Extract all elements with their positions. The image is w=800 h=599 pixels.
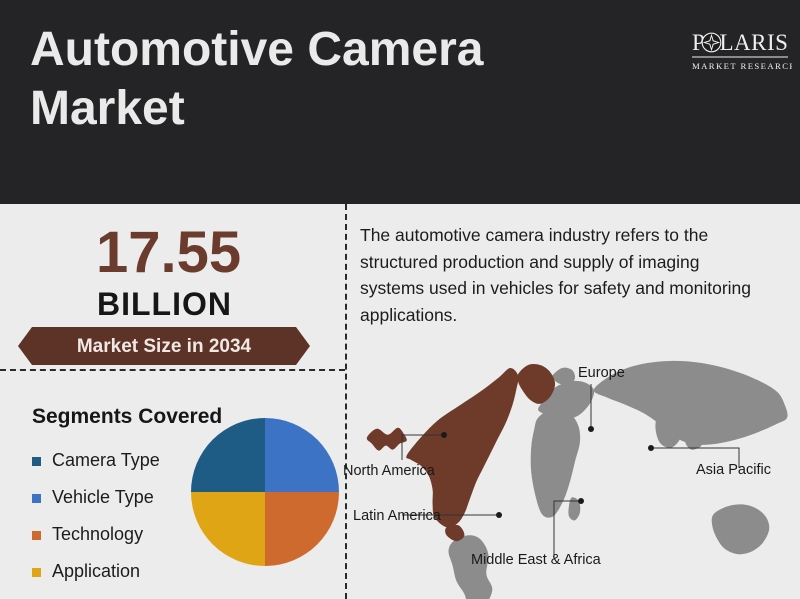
svg-text:Asia Pacific: Asia Pacific xyxy=(696,462,771,478)
svg-text:North America: North America xyxy=(343,463,436,479)
svg-text:Europe: Europe xyxy=(578,365,625,381)
svg-text:Middle East & Africa: Middle East & Africa xyxy=(471,552,602,568)
svg-text:Latin America: Latin America xyxy=(353,508,442,524)
